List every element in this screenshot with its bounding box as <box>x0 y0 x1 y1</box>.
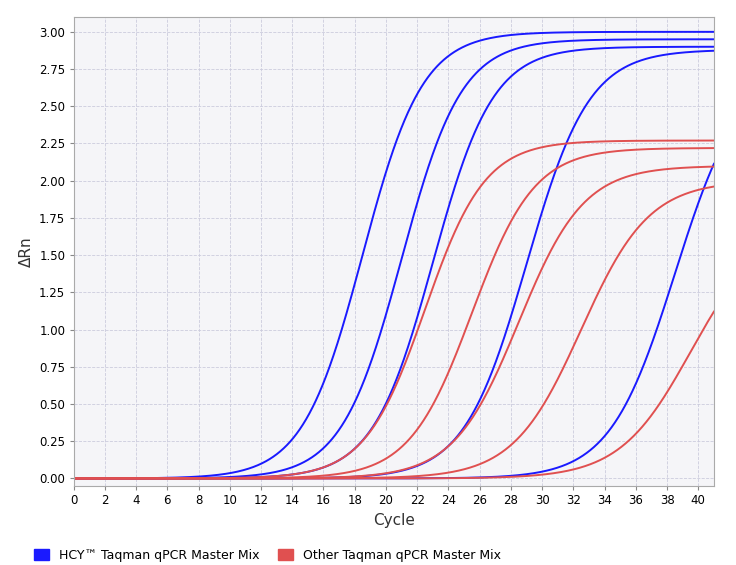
X-axis label: Cycle: Cycle <box>373 513 414 528</box>
Legend: HCY™ Taqman qPCR Master Mix, Other Taqman qPCR Master Mix: HCY™ Taqman qPCR Master Mix, Other Taqma… <box>29 544 506 565</box>
Y-axis label: ΔRn: ΔRn <box>18 236 34 267</box>
